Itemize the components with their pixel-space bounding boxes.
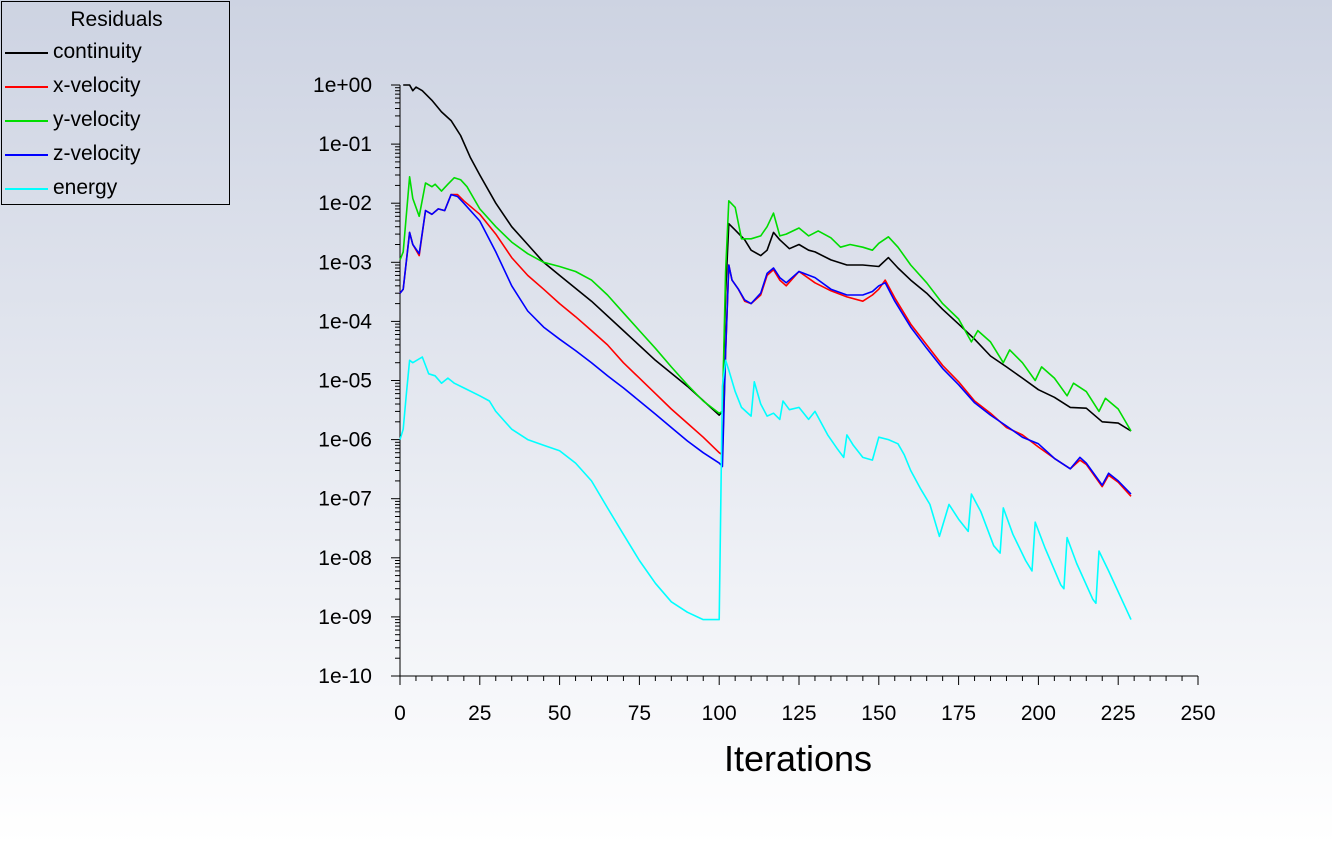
y-tick-label: 1e-04 [318, 310, 372, 333]
legend-label: continuity [53, 40, 142, 63]
x-tick-label: 25 [468, 702, 491, 725]
x-tick-label: 225 [1101, 702, 1136, 725]
y-tick-label: 1e-09 [318, 606, 372, 629]
y-tick-label: 1e-01 [318, 133, 372, 156]
series-line-continuity [403, 84, 1132, 432]
x-tick-label: 75 [628, 702, 651, 725]
legend-title: Residuals [70, 8, 163, 31]
y-tick-label: 1e-06 [318, 429, 372, 452]
axes: 1e+00 1e-01 1e-02 1e-03 1e-04 1e-05 1e-06 1e-07… [313, 74, 1216, 725]
y-tick-label: 1e-07 [318, 488, 372, 511]
legend-entry-y-velocity: y-velocity [2, 104, 231, 138]
legend-entry-z-velocity: z-velocity [2, 138, 231, 172]
legend-swatch [5, 52, 48, 54]
legend-swatch [5, 120, 48, 122]
x-tick-label: 250 [1180, 702, 1215, 725]
series-line-energy [399, 356, 1132, 621]
y-tick-label: 1e-10 [318, 665, 372, 688]
series-line-y-velocity [399, 176, 1132, 432]
y-tick-label: 1e-08 [318, 547, 372, 570]
x-axis-title: Iterations [724, 738, 872, 779]
legend-label: z-velocity [53, 142, 141, 165]
legend-entry-energy: energy [2, 172, 231, 206]
legend-swatch [5, 86, 48, 88]
y-tick-label: 1e-02 [318, 192, 372, 215]
y-tick-label: 1e-05 [318, 370, 372, 393]
legend: Residuals continuity x-velocity y-velocity… [1, 1, 230, 205]
x-tick-label: 150 [861, 702, 896, 725]
legend-label: energy [53, 176, 118, 199]
legend-label: y-velocity [53, 108, 141, 131]
legend-entry-x-velocity: x-velocity [2, 70, 231, 104]
series-lines [399, 84, 1132, 621]
legend-swatch [5, 188, 48, 190]
legend-entry-continuity: continuity [2, 36, 231, 70]
series-line-z-velocity [399, 193, 1132, 495]
x-tick-label: 125 [781, 702, 816, 725]
x-tick-label: 100 [702, 702, 737, 725]
x-tick-label: 200 [1021, 702, 1056, 725]
legend-label: x-velocity [53, 74, 141, 97]
y-tick-label: 1e-03 [318, 251, 372, 274]
x-tick-label: 175 [941, 702, 976, 725]
legend-swatch [5, 154, 48, 156]
x-tick-label: 0 [394, 702, 406, 725]
x-tick-label: 50 [548, 702, 571, 725]
y-tick-label: 1e+00 [313, 74, 372, 97]
